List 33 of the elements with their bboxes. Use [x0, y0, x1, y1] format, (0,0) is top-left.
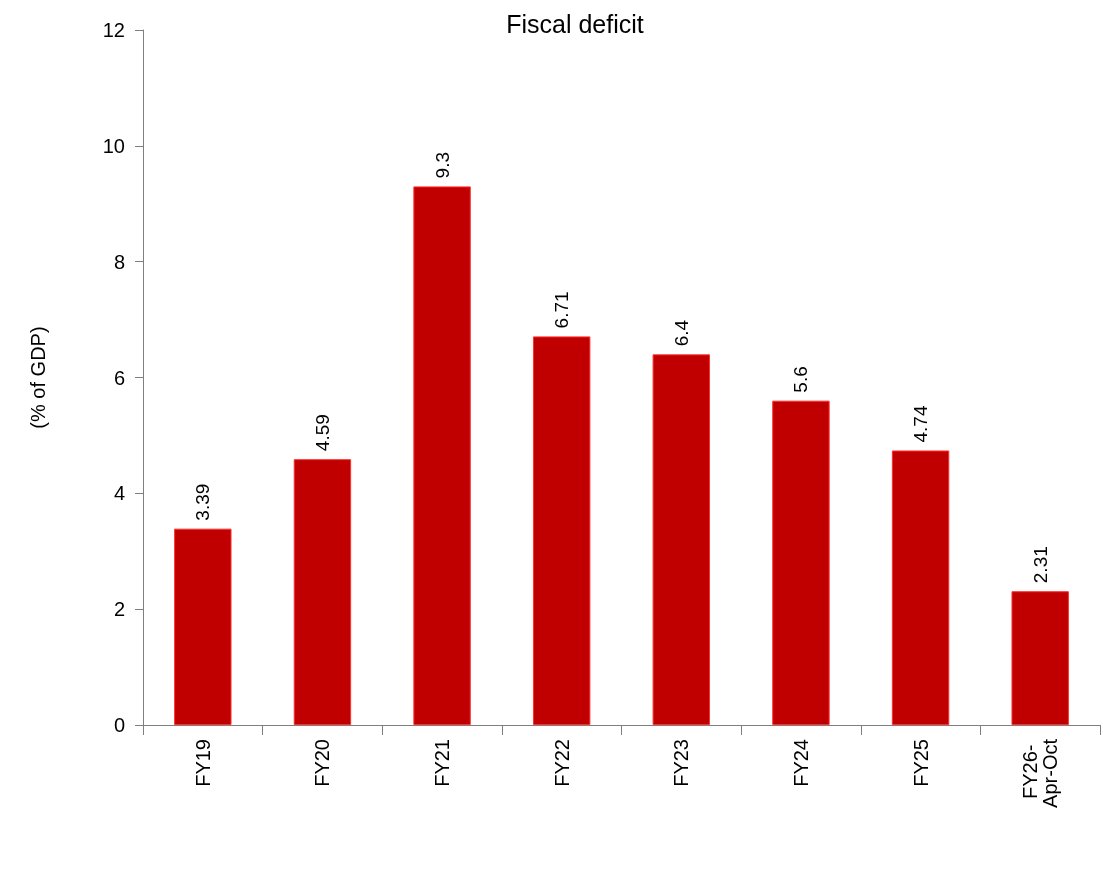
data-label: 5.6	[790, 366, 812, 393]
bar	[772, 400, 830, 725]
chart-title: Fiscal deficit	[506, 9, 644, 38]
y-axis-title: (% of GDP)	[27, 326, 49, 429]
bar	[891, 450, 950, 725]
bar	[1011, 591, 1069, 725]
x-tick-label: FY22	[550, 739, 573, 787]
bar	[293, 459, 352, 725]
data-label: 4.59	[311, 414, 333, 452]
y-tick-label: 12	[102, 19, 125, 41]
y-tick-label: 6	[113, 366, 125, 389]
bar	[652, 354, 711, 725]
data-label: 4.74	[910, 405, 932, 443]
bar	[413, 186, 471, 725]
x-tick-label: FY21	[431, 739, 454, 787]
bar	[174, 528, 232, 725]
x-tick-label: FY20	[311, 739, 334, 787]
data-label: 6.71	[551, 291, 573, 329]
data-label: 6.4	[670, 319, 692, 347]
y-tick-label: 8	[113, 250, 125, 273]
y-tick-label: 0	[113, 714, 125, 736]
data-label: 2.31	[1029, 546, 1051, 584]
x-tick-label: FY25	[909, 739, 932, 787]
bar	[532, 336, 591, 725]
y-tick-label: 10	[102, 134, 125, 157]
x-tick-label: FY26- Apr-Oct	[1019, 738, 1062, 808]
data-label: 3.39	[192, 483, 214, 521]
y-tick-label: 4	[113, 482, 125, 505]
x-tick-label: FY23	[670, 739, 693, 787]
x-tick-label: FY19	[191, 739, 214, 787]
x-tick-label: FY24	[789, 739, 812, 787]
data-label: 9.3	[431, 151, 453, 179]
y-tick-label: 2	[113, 598, 125, 621]
